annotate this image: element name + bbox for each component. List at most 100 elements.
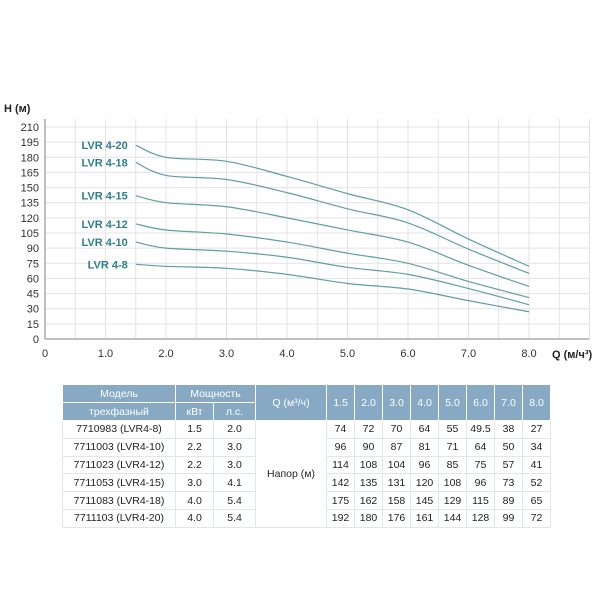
head-value-cell: 55 xyxy=(438,420,467,439)
kw-cell: 3.0 xyxy=(175,473,214,493)
y-tick-label: 195 xyxy=(21,137,39,149)
series-label: LVR 4-20 xyxy=(81,140,127,152)
model-cell: 7711053 (LVR4-15) xyxy=(62,473,176,493)
y-tick-label: 210 xyxy=(21,122,39,134)
head-value-cell: 145 xyxy=(410,491,439,510)
kw-cell: 4.0 xyxy=(175,508,214,528)
series-label: LVR 4-12 xyxy=(81,219,127,231)
hp-cell: 5.4 xyxy=(213,491,256,510)
header-q-value: 2.0 xyxy=(354,384,383,421)
y-tick-label: 0 xyxy=(33,334,39,346)
kw-cell: 2.2 xyxy=(175,437,214,457)
hp-cell: 2.0 xyxy=(213,420,256,439)
head-value-cell: 129 xyxy=(438,491,467,510)
head-value-cell: 90 xyxy=(354,437,383,457)
x-tick-label: 6.0 xyxy=(400,348,415,360)
head-value-cell: 89 xyxy=(494,491,523,510)
head-value-cell: 115 xyxy=(466,491,495,510)
head-value-cell: 175 xyxy=(326,491,355,510)
kw-cell: 2.2 xyxy=(175,455,214,475)
x-tick-label: 1.0 xyxy=(98,348,113,360)
table-row: 7711023 (LVR4-12) 2.2 3.0 114 108 104 96 85 75 57… xyxy=(62,455,551,475)
header-q-value: 7.0 xyxy=(494,384,523,421)
model-cell: 7710983 (LVR4-8) xyxy=(62,420,176,439)
head-value-cell: 64 xyxy=(410,420,439,439)
hp-cell: 3.0 xyxy=(213,455,256,475)
header-q: Q (м³/ч) xyxy=(255,384,327,421)
head-value-cell: 27 xyxy=(522,420,551,439)
series-line xyxy=(135,263,530,313)
y-tick-label: 150 xyxy=(21,183,39,195)
model-cell: 7711023 (LVR4-12) xyxy=(62,455,176,475)
head-value-cell: 73 xyxy=(494,473,523,493)
head-value-cell: 57 xyxy=(494,455,523,475)
head-value-cell: 49.5 xyxy=(466,420,495,439)
y-tick-label: 105 xyxy=(21,228,39,240)
x-tick-label: 7.0 xyxy=(461,348,476,360)
head-value-cell: 135 xyxy=(354,473,383,493)
y-axis-label: H (м) xyxy=(4,103,31,115)
performance-table: Модель Мощность Q (м³/ч) 1.5 2.0 3.0 4.0 5.0… xyxy=(62,384,551,528)
head-value-cell: 38 xyxy=(494,420,523,439)
kw-cell: 4.0 xyxy=(175,491,214,510)
y-tick-label: 75 xyxy=(27,258,39,270)
head-value-cell: 99 xyxy=(494,508,523,528)
head-value-cell: 52 xyxy=(522,473,551,493)
head-value-cell: 85 xyxy=(438,455,467,475)
head-value-cell: 120 xyxy=(410,473,439,493)
series-line xyxy=(135,241,530,306)
head-value-cell: 128 xyxy=(466,508,495,528)
head-value-cell: 114 xyxy=(326,455,355,475)
hp-cell: 4.1 xyxy=(213,473,256,493)
header-q-value: 4.0 xyxy=(410,384,439,421)
head-value-cell: 176 xyxy=(382,508,411,528)
head-value-cell: 81 xyxy=(410,437,439,457)
head-value-cell: 131 xyxy=(382,473,411,493)
header-power: Мощность xyxy=(175,384,256,403)
hp-cell: 5.4 xyxy=(213,508,256,528)
head-value-cell: 142 xyxy=(326,473,355,493)
x-tick-label: 2.0 xyxy=(158,348,173,360)
y-tick-label: 30 xyxy=(27,304,39,316)
head-label-cell: Напор (м) xyxy=(255,420,327,528)
head-value-cell: 74 xyxy=(326,420,355,439)
head-value-cell: 161 xyxy=(410,508,439,528)
header-type: трехфазный xyxy=(62,402,176,421)
header-q-value: 6.0 xyxy=(466,384,495,421)
header-model: Модель xyxy=(62,384,176,403)
head-value-cell: 108 xyxy=(354,455,383,475)
y-tick-label: 45 xyxy=(27,289,39,301)
head-value-cell: 72 xyxy=(522,508,551,528)
series-line xyxy=(135,195,530,288)
head-value-cell: 108 xyxy=(438,473,467,493)
head-value-cell: 96 xyxy=(326,437,355,457)
head-value-cell: 192 xyxy=(326,508,355,528)
head-value-cell: 96 xyxy=(466,473,495,493)
head-value-cell: 34 xyxy=(522,437,551,457)
head-value-cell: 70 xyxy=(382,420,411,439)
header-q-value: 1.5 xyxy=(326,384,355,421)
head-value-cell: 41 xyxy=(522,455,551,475)
table-row: 7711003 (LVR4-10) 2.2 3.0 96 90 87 81 71 64 50 34 xyxy=(62,437,551,457)
x-tick-label: 4.0 xyxy=(279,348,294,360)
head-value-cell: 96 xyxy=(410,455,439,475)
y-tick-label: 90 xyxy=(27,243,39,255)
series-line xyxy=(135,161,530,274)
head-value-cell: 71 xyxy=(438,437,467,457)
series-label: LVR 4-18 xyxy=(81,157,127,169)
y-tick-label: 135 xyxy=(21,198,39,210)
y-tick-label: 120 xyxy=(21,213,39,225)
head-value-cell: 65 xyxy=(522,491,551,510)
y-tick-label: 60 xyxy=(27,273,39,285)
x-axis-label: Q (м/ч³) xyxy=(552,349,593,361)
header-q-value: 8.0 xyxy=(522,384,551,421)
header-kw: кВт xyxy=(175,402,214,421)
series-label: LVR 4-15 xyxy=(81,191,127,203)
model-cell: 7711103 (LVR4-20) xyxy=(62,508,176,528)
head-value-cell: 158 xyxy=(382,491,411,510)
y-tick-label: 165 xyxy=(21,167,39,179)
y-tick-label: 180 xyxy=(21,152,39,164)
head-value-cell: 180 xyxy=(354,508,383,528)
table-row: 7711103 (LVR4-20) 4.0 5.4 192 180 176 161 144 12… xyxy=(62,508,551,528)
series-label: LVR 4-8 xyxy=(88,259,128,271)
